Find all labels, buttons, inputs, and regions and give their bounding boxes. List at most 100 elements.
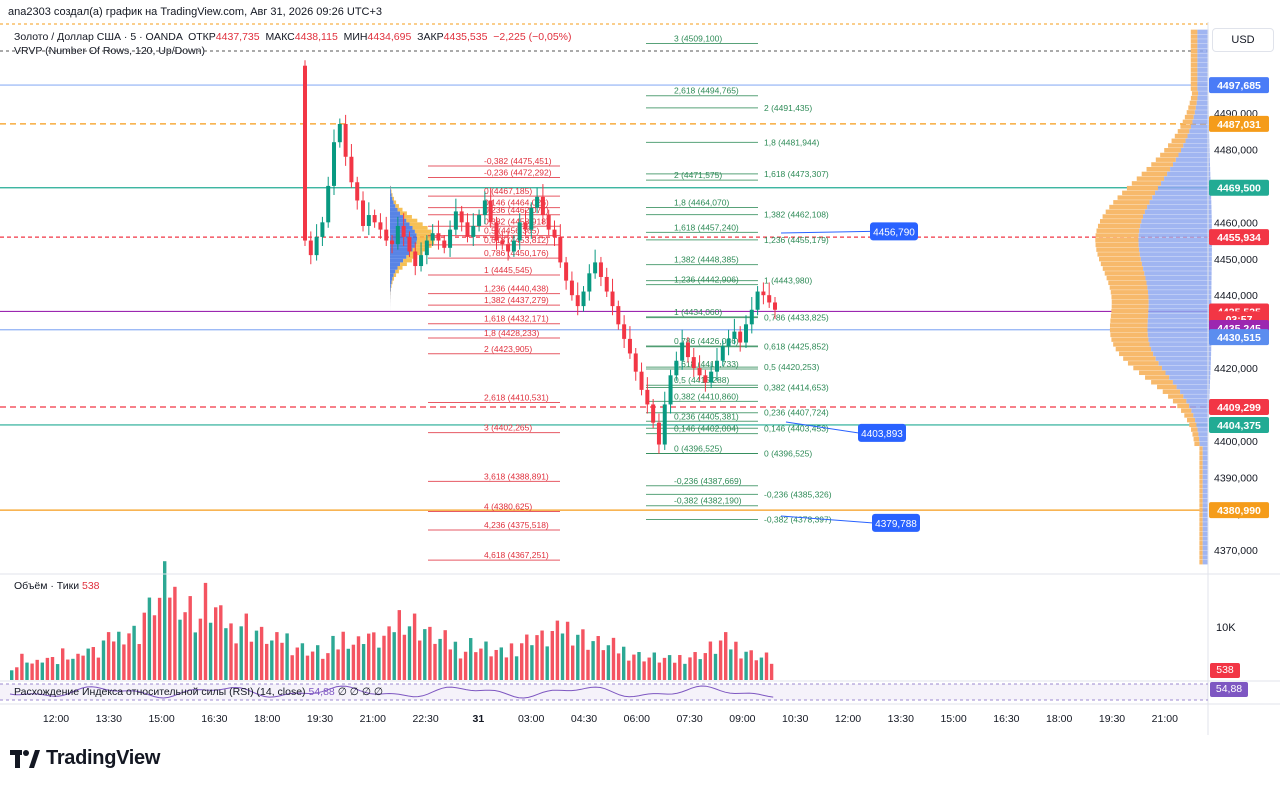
volume-title: Объём · Тики xyxy=(14,580,80,592)
volume-profile-bar xyxy=(1199,441,1209,447)
volume-bar xyxy=(729,649,733,680)
fib-level-label: 2,618 (4494,765) xyxy=(674,86,739,96)
volume-profile-bar xyxy=(1102,266,1144,271)
price-badge-label: 4455,934 xyxy=(1217,232,1261,244)
tradingview-logo[interactable]: TradingView xyxy=(10,747,160,770)
fibonacci-levels[interactable]: -0,382 (4475,451) -0,236 (4472,292) 0 (446… xyxy=(428,33,832,561)
volume-profile-bar xyxy=(1190,86,1198,91)
candle-body xyxy=(674,360,679,376)
candle-body xyxy=(633,353,638,372)
volume-bar xyxy=(734,641,738,680)
time-tick-label: 13:30 xyxy=(96,713,122,725)
volume-badge: 538 xyxy=(1210,663,1240,678)
volume-profile-bar xyxy=(1202,498,1209,503)
volume-pane-legend[interactable]: Объём · Тики 538 xyxy=(14,580,100,592)
fib-level-label: 0,5 (4456,365) xyxy=(484,226,539,236)
price-tick-label: 4390,000 xyxy=(1214,472,1258,484)
symbol-legend[interactable]: Золото / Доллар США · 5 · OANDA ОТКР4437… xyxy=(14,31,572,43)
volume-profile-bar xyxy=(1193,413,1209,418)
volume-profile-bar xyxy=(1192,119,1209,125)
session-profile-bar xyxy=(414,244,432,248)
volume-bar xyxy=(581,629,585,680)
volume-profile-bar xyxy=(1145,275,1212,281)
low-value: 4434,695 xyxy=(367,31,412,43)
candle-body xyxy=(424,240,429,256)
volume-profile-bar xyxy=(1189,100,1197,106)
volume-profile-bar xyxy=(1197,95,1209,101)
session-profile-bar xyxy=(390,284,392,288)
session-profile-bar xyxy=(403,215,412,219)
volume-profile-bar xyxy=(1183,143,1210,148)
fib-level-label: 1,236 (4440,438) xyxy=(484,284,549,294)
volume-bar xyxy=(433,643,437,680)
price-badge xyxy=(1209,229,1269,246)
volume-bar xyxy=(514,656,519,680)
volume-profile-bar xyxy=(1122,190,1156,196)
volume-bar xyxy=(224,628,228,680)
volume-bar xyxy=(443,630,447,680)
callout-label: 4379,788 xyxy=(875,519,917,530)
price-chart[interactable]: -0,382 (4475,451) -0,236 (4472,292) 0 (446… xyxy=(0,0,1280,735)
volume-profile-bar xyxy=(1186,398,1210,404)
volume-bar xyxy=(249,641,254,680)
volume-bar xyxy=(30,663,34,680)
volume-profile-bar xyxy=(1195,417,1209,423)
volume-profile-bar xyxy=(1199,451,1203,456)
volume-bar xyxy=(463,651,468,680)
volume-profile-bar xyxy=(1197,53,1209,58)
volume-bar xyxy=(469,638,473,680)
volume-profile-bar xyxy=(1199,545,1203,551)
volume-profile-bar xyxy=(1199,503,1203,508)
price-tick-label: 4460,000 xyxy=(1214,217,1258,229)
fib-level-label: 4,618 (4367,251) xyxy=(484,550,549,560)
volume-bar xyxy=(667,655,672,680)
volume-profile-bar xyxy=(1147,327,1212,333)
candle-body xyxy=(326,185,331,223)
volume-bar xyxy=(606,645,611,680)
candle-body xyxy=(372,215,377,223)
candle-body xyxy=(593,262,598,274)
volume-profile-bar xyxy=(1171,138,1186,143)
volume-profile-bar xyxy=(1147,204,1212,210)
session-profile-bar xyxy=(393,273,397,277)
candle-body xyxy=(390,240,395,245)
currency-button[interactable]: USD xyxy=(1212,28,1274,52)
volume-profile-bar xyxy=(1109,327,1148,333)
session-profile-bar xyxy=(397,266,403,270)
session-profile-bar xyxy=(390,269,396,274)
fib-level-label: 0 (4396,525) xyxy=(674,444,722,454)
volume-bar xyxy=(387,626,391,680)
volume-bar xyxy=(739,658,743,680)
price-tick-label: 4450,000 xyxy=(1214,254,1258,266)
volume-profile-bar xyxy=(1144,209,1212,215)
time-axis[interactable]: 12:00 13:30 15:00 16:30 18:00 19:30 21:00 22:30… xyxy=(43,713,1178,725)
session-profile-bar xyxy=(390,189,391,194)
volume-profile-bar xyxy=(1142,214,1212,219)
rsi-pane-legend[interactable]: Расхождение Индекса относительной силы (… xyxy=(14,686,383,698)
fib-level-label: 1,382 (4437,279) xyxy=(484,295,549,305)
volume-bar xyxy=(142,612,146,680)
volume-profile-bar xyxy=(1097,252,1140,257)
candle-body xyxy=(529,207,534,230)
volume-profile-bar xyxy=(1148,299,1212,304)
volume-profile-bar xyxy=(1190,39,1198,44)
rsi-value: 54,88 xyxy=(308,686,335,698)
volume-profile-bar xyxy=(1109,204,1148,210)
volume-bar xyxy=(683,663,687,680)
fib-level-label: 0,236 (4407,724) xyxy=(764,408,829,418)
volume-profile-bar xyxy=(1155,190,1211,196)
volume-profile-bar xyxy=(1136,176,1165,181)
volume-bar xyxy=(545,646,549,680)
volume-profile-bar xyxy=(1131,181,1162,186)
candle-body xyxy=(308,240,313,256)
volume-bar xyxy=(106,632,111,680)
price-badge-label: 4380,990 xyxy=(1217,505,1261,517)
volume-profile-bar xyxy=(1202,493,1209,499)
rsi-title: Расхождение Индекса относительной силы (… xyxy=(14,686,306,698)
volume-bar xyxy=(96,657,101,680)
horizontal-lines[interactable] xyxy=(0,23,1208,511)
price-badge xyxy=(1209,502,1269,519)
volume-bar xyxy=(494,649,498,680)
volume-bar xyxy=(168,597,172,680)
volume-profile-bar xyxy=(1158,361,1211,366)
